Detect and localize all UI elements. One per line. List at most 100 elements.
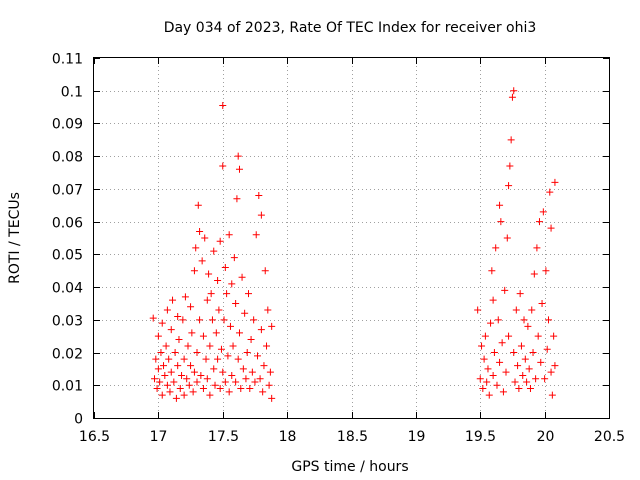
- data-point: [506, 162, 514, 170]
- data-point: [216, 385, 224, 393]
- data-point: [245, 290, 252, 298]
- data-point: [538, 299, 546, 307]
- data-point: [494, 316, 502, 324]
- data-point: [512, 306, 520, 314]
- data-point: [226, 322, 234, 330]
- data-point: [157, 349, 165, 357]
- data-point: [539, 208, 547, 216]
- data-point: [196, 316, 204, 324]
- data-point: [250, 316, 258, 324]
- data-point: [215, 306, 223, 314]
- data-point: [238, 273, 246, 281]
- data-point: [488, 267, 496, 275]
- data-point: [246, 385, 254, 393]
- data-point: [153, 385, 161, 393]
- data-point: [241, 309, 249, 317]
- data-point: [185, 381, 193, 389]
- data-point: [529, 349, 537, 357]
- data-point: [175, 335, 183, 343]
- data-point: [257, 326, 265, 334]
- data-point: [180, 391, 188, 399]
- data-point: [232, 378, 240, 386]
- data-point: [508, 93, 516, 101]
- data-point: [497, 218, 505, 226]
- data-point: [514, 362, 522, 370]
- data-point: [532, 375, 540, 383]
- data-point: [242, 375, 250, 383]
- data-point: [520, 316, 528, 324]
- grid-lines: [94, 58, 609, 418]
- data-point: [180, 355, 188, 363]
- data-point: [187, 362, 195, 370]
- data-point: [183, 375, 191, 383]
- data-point: [220, 316, 228, 324]
- data-point: [208, 316, 216, 324]
- y-tick-label: 0.04: [52, 281, 83, 297]
- data-point: [543, 345, 551, 353]
- data-point: [154, 332, 162, 340]
- data-point: [160, 362, 168, 370]
- data-point: [498, 339, 506, 347]
- data-point: [158, 391, 166, 399]
- data-point: [206, 342, 214, 350]
- data-point: [490, 349, 498, 357]
- x-tick-label: 18.5: [337, 429, 368, 445]
- y-tick-label: 0.06: [52, 216, 83, 232]
- y-tick-label: 0.08: [52, 150, 83, 166]
- data-point: [176, 385, 184, 393]
- data-point: [190, 267, 198, 275]
- data-point: [259, 388, 267, 396]
- data-point: [526, 385, 534, 393]
- data-point: [510, 87, 518, 95]
- axis-ticks: [94, 58, 610, 419]
- data-point: [499, 388, 507, 396]
- data-point: [207, 290, 215, 298]
- data-point: [528, 306, 536, 314]
- y-tick-label: 0.01: [52, 379, 83, 395]
- data-point: [496, 358, 504, 366]
- data-point: [533, 244, 541, 252]
- x-tick-label: 16.5: [79, 429, 110, 445]
- data-point: [229, 342, 237, 350]
- x-tick-label: 20: [537, 429, 555, 445]
- data-point: [228, 371, 236, 379]
- y-tick-labels: 0 0.01 0.02 0.03 0.04 0.05 0.06 0.07 0.08 0.09 0.1…: [52, 52, 83, 428]
- data-point: [172, 394, 180, 402]
- data-point: [521, 355, 529, 363]
- data-point: [537, 358, 545, 366]
- data-point: [237, 385, 245, 393]
- data-point: [255, 191, 263, 199]
- data-point: [493, 381, 501, 389]
- data-point: [502, 368, 510, 376]
- data-point: [154, 365, 162, 373]
- data-point: [519, 371, 527, 379]
- data-point: [225, 231, 233, 239]
- data-point: [268, 394, 276, 402]
- data-point: [174, 313, 182, 321]
- data-point: [479, 385, 487, 393]
- data-point: [247, 335, 255, 343]
- data-point: [219, 101, 227, 109]
- data-point: [551, 178, 559, 186]
- data-point: [266, 368, 274, 376]
- data-point: [263, 342, 271, 350]
- data-point: [235, 329, 243, 337]
- data-point: [489, 296, 497, 304]
- data-point: [184, 342, 192, 350]
- data-point: [156, 378, 164, 386]
- data-point: [188, 329, 196, 337]
- data-point: [235, 165, 243, 173]
- data-point: [248, 368, 256, 376]
- data-point: [167, 326, 175, 334]
- data-point: [535, 218, 543, 226]
- data-point: [530, 270, 538, 278]
- data-point: [517, 342, 525, 350]
- data-point: [193, 349, 201, 357]
- data-point: [225, 388, 233, 396]
- data-point: [256, 375, 264, 383]
- data-point: [492, 244, 500, 252]
- data-point: [489, 371, 497, 379]
- data-points: [149, 87, 559, 402]
- data-point: [515, 385, 523, 393]
- data-point: [239, 365, 247, 373]
